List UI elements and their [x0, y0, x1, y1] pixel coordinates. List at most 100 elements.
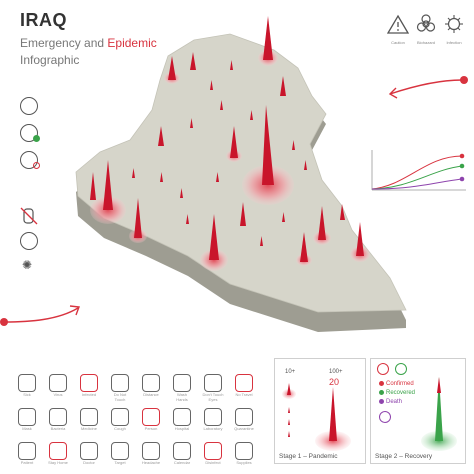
stage2-label: Stage 2 – Recovery — [375, 453, 433, 460]
legend-death: Death — [379, 399, 402, 405]
icon-grid-item: Mask — [16, 408, 38, 438]
icon-grid-label: Mask — [22, 426, 32, 431]
warning-caution: Caution — [386, 14, 410, 45]
cough-icon — [111, 408, 129, 426]
sad-face-icon — [377, 363, 389, 375]
iraq-map — [75, 16, 407, 332]
icon-grid-label: No Travel — [235, 392, 253, 397]
social-distance-icon — [142, 374, 160, 392]
level-low-label: 10+ — [285, 369, 296, 375]
icon-grid-label: Distance — [143, 392, 159, 397]
virus-icon — [445, 15, 463, 33]
subtitle-prefix: Emergency and — [20, 36, 108, 50]
spike-baghdad — [262, 105, 274, 185]
icon-grid-label: Infected — [81, 392, 97, 397]
spike-se — [356, 222, 364, 256]
mask-icon — [18, 408, 36, 426]
stage1-graphic — [282, 383, 351, 451]
spike-nw — [158, 126, 164, 146]
infected-icon — [80, 374, 98, 392]
legend-label: Recovered — [386, 390, 416, 397]
icon-grid-label: Laboratory — [203, 426, 223, 431]
spike-east — [318, 206, 326, 240]
icon-grid-item: Hospital — [171, 408, 193, 438]
series-confirmed — [371, 155, 463, 190]
spike-e2 — [340, 204, 345, 220]
warning-label: Caution — [391, 40, 405, 45]
icon-grid-item: Sick — [16, 374, 38, 404]
icon-grid-label: Sick — [23, 392, 31, 397]
disinfect-icon — [204, 442, 222, 460]
spike-w2 — [134, 198, 142, 238]
icon-grid-label: Quarantine — [234, 426, 254, 431]
spike-sw — [209, 214, 219, 260]
icon-grid-label: Hospital — [174, 426, 190, 431]
icon-grid-item: Headache — [140, 442, 162, 472]
pills-icon — [80, 408, 98, 426]
spike-n2 — [190, 52, 196, 70]
warning-infection: Infection — [442, 14, 466, 45]
legend-recovered: Recovered — [379, 390, 415, 396]
head-icon — [142, 442, 160, 460]
warning-triangle-icon — [386, 14, 410, 34]
virus-block-icon — [20, 151, 38, 169]
block-badge-icon — [33, 162, 40, 169]
mini-trend-chart — [371, 150, 466, 191]
icon-grid-label: Medicine — [80, 426, 97, 431]
icon-grid-item: Distance — [140, 374, 162, 404]
neutral-face-icon — [379, 411, 391, 423]
icon-grid-item: Patient — [16, 442, 38, 472]
icon-grid-item: Laboratory — [202, 408, 224, 438]
warning-biohazard: Biohazard — [414, 14, 438, 45]
subtitle-highlight: Epidemic — [107, 36, 157, 50]
icon-grid-label: Patient — [20, 460, 34, 465]
icon-grid-label: Calendar — [173, 460, 191, 465]
icon-grid-item: Calendar — [171, 442, 193, 472]
icon-grid-label: Don't Touch Eyes — [202, 392, 224, 402]
spike-basra — [300, 232, 308, 262]
bacteria-icon — [20, 232, 38, 250]
bacteria-icon — [49, 408, 67, 426]
virus-check-icon — [20, 124, 38, 142]
virus-icon — [49, 374, 67, 392]
series-recovered — [371, 165, 463, 190]
quarantine-icon — [235, 408, 253, 426]
icon-grid-item: Bacteria — [47, 408, 69, 438]
series-death — [371, 178, 463, 190]
icon-grid-label: Supplies — [236, 460, 252, 465]
icon-grid-item: Disinfect — [202, 442, 224, 472]
icon-grid-label: Do Not Touch — [113, 392, 127, 402]
trend-arrow-bottom — [0, 305, 80, 326]
no-travel-icon — [235, 374, 253, 392]
no-contact-icon — [111, 374, 129, 392]
icon-grid-label: Cough — [114, 426, 126, 431]
icon-grid-label: Person — [144, 426, 158, 431]
icon-grid-label: Doctor — [83, 460, 95, 465]
doctor-icon — [80, 442, 98, 460]
map-surface — [75, 33, 407, 313]
spike-kirkuk — [280, 76, 286, 96]
lab-icon — [204, 408, 222, 426]
target-icon — [111, 442, 129, 460]
stage2-panel: Confirmed Recovered Death Stage 2 – Reco… — [370, 358, 466, 464]
check-badge-icon — [33, 135, 40, 142]
icon-grid-item: Do Not Touch — [109, 374, 131, 404]
icon-grid-item: Infected — [78, 374, 100, 404]
patient-icon — [18, 442, 36, 460]
calendar-icon — [173, 442, 191, 460]
icon-grid-label: Disinfect — [205, 460, 221, 465]
spike-s — [240, 202, 246, 226]
eye-icon — [204, 374, 222, 392]
icon-grid-label: Stay Home — [48, 460, 68, 465]
legend-confirmed: Confirmed — [379, 381, 414, 387]
home-icon — [49, 442, 67, 460]
shopping-icon — [235, 442, 253, 460]
no-touch-icon — [19, 206, 39, 231]
arrow-dot — [0, 318, 8, 326]
icon-grid-item: Quarantine — [233, 408, 255, 438]
icon-grid-label: Target — [114, 460, 126, 465]
happy-face-icon — [395, 363, 407, 375]
subtitle: Emergency and Epidemic — [20, 36, 157, 50]
icon-grid-label: Wash Hands — [176, 392, 188, 402]
icon-grid-item: No Travel — [233, 374, 255, 404]
